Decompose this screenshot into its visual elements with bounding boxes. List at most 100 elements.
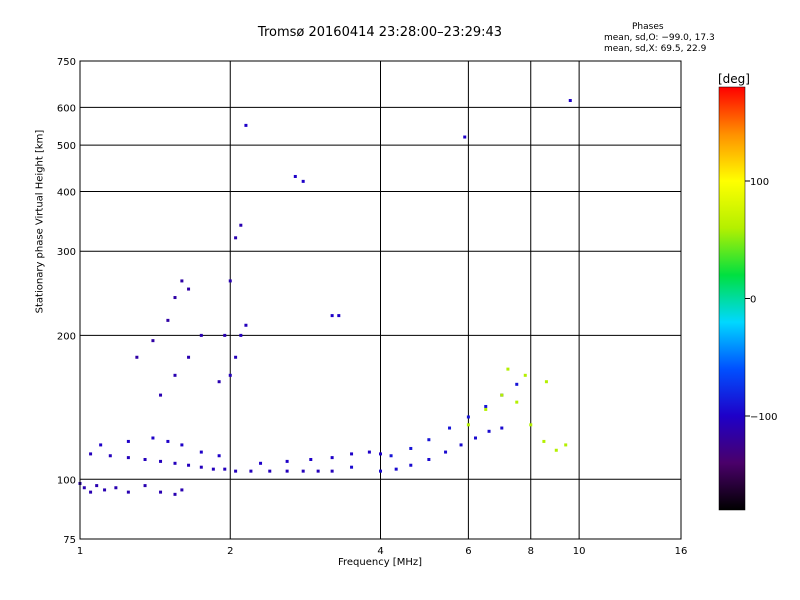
data-point (309, 457, 313, 461)
data-point (159, 490, 163, 494)
data-point (529, 423, 533, 427)
y-tick-label: 600 (57, 103, 76, 114)
data-point (500, 426, 504, 430)
colorbar-tick-label: 0 (750, 295, 756, 306)
data-point (330, 469, 334, 473)
data-point (126, 490, 130, 494)
data-point (285, 459, 289, 463)
data-point (379, 469, 382, 473)
data-point (444, 450, 448, 454)
data-point (523, 373, 527, 377)
y-tick-label: 500 (57, 141, 76, 152)
data-point (544, 380, 548, 384)
data-point (199, 333, 203, 337)
data-point (249, 469, 253, 473)
grid-lines (80, 61, 681, 539)
data-point (180, 488, 184, 492)
data-point (159, 393, 163, 397)
colorbar-ticks: 100 0 −100 (745, 177, 777, 423)
data-point (484, 404, 488, 408)
x-tick-label: 8 (528, 546, 534, 557)
data-point (542, 439, 546, 443)
data-point (199, 465, 203, 469)
data-point (330, 456, 334, 460)
data-point (389, 454, 393, 458)
data-point (330, 314, 334, 318)
x-tick-label: 10 (573, 546, 586, 557)
scatter-points (78, 99, 572, 496)
data-point (173, 461, 177, 465)
x-tick-label: 6 (465, 546, 471, 557)
data-point (293, 174, 297, 178)
data-point (173, 296, 177, 300)
data-point (466, 423, 470, 427)
data-point (466, 415, 470, 419)
data-point (108, 454, 112, 458)
x-tick-label: 4 (377, 546, 383, 557)
data-point (199, 450, 203, 454)
y-tick-label: 300 (57, 247, 76, 258)
data-point (180, 443, 184, 447)
y-tick-label: 200 (57, 331, 76, 342)
x-tick-label: 2 (227, 546, 233, 557)
data-point (217, 380, 221, 384)
data-point (301, 179, 305, 183)
data-point (234, 355, 238, 359)
data-point (239, 333, 243, 337)
data-point (484, 407, 488, 411)
data-point (99, 443, 103, 447)
data-point (187, 287, 191, 291)
data-point (409, 446, 413, 450)
data-point (114, 486, 118, 490)
y-tick-label: 750 (57, 57, 76, 68)
x-tick-label: 1 (77, 546, 83, 557)
data-point (427, 438, 431, 442)
data-point (217, 454, 221, 458)
y-tick-label: 100 (57, 475, 76, 486)
data-point (234, 469, 238, 473)
data-point (223, 333, 227, 337)
data-point (301, 469, 305, 473)
x-axis-label: Frequency [MHz] (337, 557, 423, 568)
data-point (350, 452, 354, 456)
data-point (126, 439, 130, 443)
data-point (82, 486, 86, 490)
data-point (173, 492, 177, 496)
data-point (244, 123, 248, 127)
data-point (223, 467, 227, 471)
data-point (500, 393, 504, 397)
data-point (564, 443, 568, 447)
y-tick-label: 400 (57, 187, 76, 198)
data-point (166, 439, 170, 443)
data-point (515, 400, 519, 404)
data-point (239, 223, 243, 227)
colorbar (718, 86, 746, 511)
data-point (103, 488, 107, 492)
data-point (316, 469, 320, 473)
data-point (568, 99, 572, 103)
data-point (427, 457, 431, 461)
data-point (379, 452, 382, 456)
data-point (337, 314, 341, 318)
data-point (367, 450, 371, 454)
data-point (459, 443, 463, 447)
data-point (211, 467, 215, 471)
data-point (506, 367, 510, 371)
data-point (463, 135, 467, 139)
data-point (173, 373, 177, 377)
data-point (394, 467, 398, 471)
y-axis-label: Stationary phase Virtual Height [km] (34, 129, 46, 314)
data-point (259, 461, 263, 465)
data-point (166, 318, 170, 322)
phases-title: Phases (632, 22, 664, 32)
data-point (143, 457, 147, 461)
phases-o-stats: mean, sd,O: −99.0, 17.3 (604, 33, 715, 43)
phases-x-stats: mean, sd,X: 69.5, 22.9 (604, 44, 707, 54)
data-point (151, 436, 155, 440)
data-point (487, 429, 491, 433)
data-point (554, 448, 558, 452)
data-point (126, 456, 130, 460)
y-tick-label: 75 (63, 535, 76, 546)
chart-title: Tromsø 20160414 23:28:00–23:29:43 (257, 25, 503, 40)
